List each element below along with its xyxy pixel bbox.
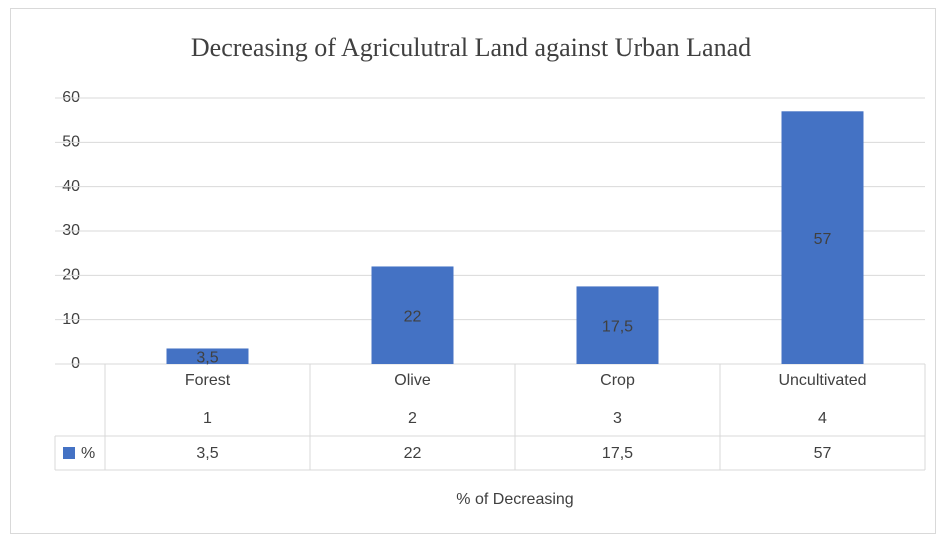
table-value: 17,5 (602, 445, 633, 462)
data-label: 22 (404, 308, 422, 325)
x-subtick-label: 4 (818, 410, 827, 427)
x-tick-label: Olive (394, 372, 431, 389)
data-label: 3,5 (196, 349, 218, 366)
bar (781, 111, 864, 364)
x-axis-label: % of Decreasing (456, 491, 573, 508)
x-subtick-label: 2 (408, 410, 417, 427)
x-tick-label: Forest (185, 372, 231, 389)
x-tick-label: Uncultivated (778, 372, 866, 389)
table-value: 57 (814, 445, 832, 462)
x-tick-label: Crop (600, 372, 635, 389)
legend-key (63, 447, 75, 459)
table-value: 3,5 (196, 445, 218, 462)
legend-label: % (81, 445, 95, 462)
data-label: 57 (814, 231, 832, 248)
bar (166, 348, 249, 364)
bar (576, 286, 659, 364)
chart-title: Decreasing of Agriculutral Land against … (191, 33, 751, 62)
chart-area (10, 8, 936, 534)
table-value: 22 (404, 445, 422, 462)
data-label: 17,5 (602, 318, 633, 335)
bar (371, 266, 454, 364)
x-subtick-label: 1 (203, 410, 212, 427)
x-subtick-label: 3 (613, 410, 622, 427)
